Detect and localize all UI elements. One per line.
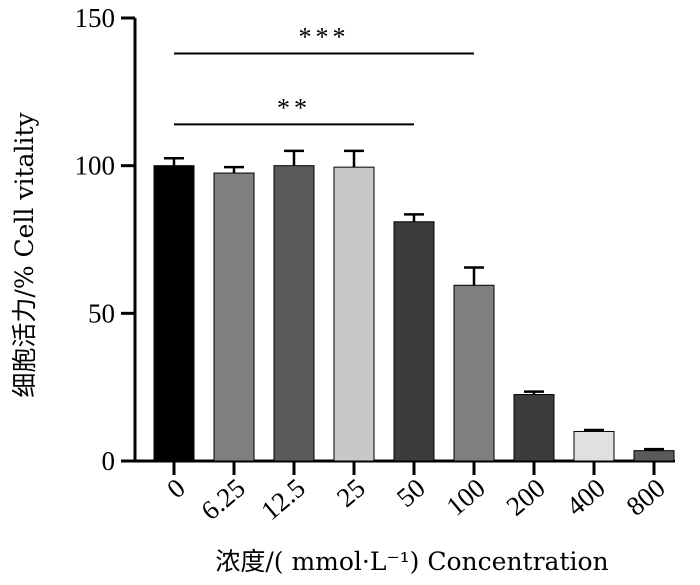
bars-group <box>153 149 675 462</box>
bar-200 <box>513 394 555 462</box>
x-tick-label: 100 <box>441 473 491 522</box>
x-tick-label: 25 <box>331 473 371 513</box>
bar-400 <box>573 430 615 462</box>
y-tick-label: 100 <box>75 151 116 181</box>
x-tick-label: 6.25 <box>195 473 250 526</box>
x-tick-label: 400 <box>561 473 611 522</box>
bar-50 <box>393 221 435 462</box>
y-tick-label: 0 <box>102 446 116 476</box>
significance-label: *** <box>299 22 350 51</box>
significance-group: ***** <box>174 22 474 126</box>
y-axis: 0 50 100 150 <box>75 3 137 476</box>
bar-25 <box>333 166 375 462</box>
x-tick-label: 800 <box>621 473 671 522</box>
x-tick-label: 12.5 <box>255 473 310 526</box>
x-tick-label: 200 <box>501 473 551 522</box>
x-tick-label: 50 <box>391 473 431 513</box>
bar-12.5 <box>273 165 315 462</box>
significance-label: ** <box>277 93 311 122</box>
bar-0 <box>153 165 195 462</box>
x-axis: 0 6.25 12.5 25 50 100 200 400 800 <box>133 459 675 526</box>
bar-100 <box>453 284 495 462</box>
y-axis-title: 细胞活力/% Cell vitality <box>10 112 39 398</box>
x-tick-label: 0 <box>161 473 191 505</box>
y-tick-label: 50 <box>88 298 115 328</box>
bar-800 <box>633 450 675 462</box>
y-tick-label: 150 <box>75 3 116 33</box>
x-axis-title: 浓度/( mmol·L⁻¹) Concentration <box>215 547 608 576</box>
bar-6.25 <box>213 172 255 462</box>
